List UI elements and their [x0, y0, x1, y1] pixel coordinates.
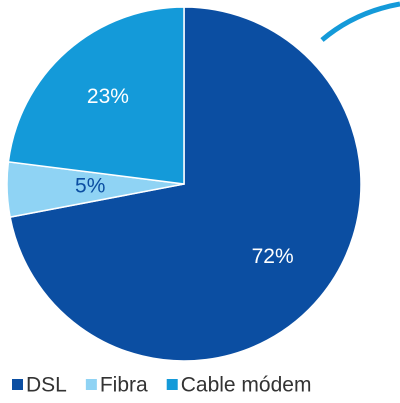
decor-arc [320, 1, 400, 42]
data-label: 5% [75, 174, 105, 197]
data-label: 23% [87, 85, 129, 108]
legend-swatch [85, 379, 97, 390]
pie-slice [7, 6, 185, 185]
legend-swatch [12, 379, 23, 390]
legend-label: Cable módem [181, 374, 312, 397]
legend-swatch [166, 379, 178, 390]
legend-label: DSL [26, 374, 67, 397]
data-label: 72% [252, 245, 294, 268]
pie-slice [9, 6, 362, 362]
legend-label: Fibra [100, 374, 148, 397]
